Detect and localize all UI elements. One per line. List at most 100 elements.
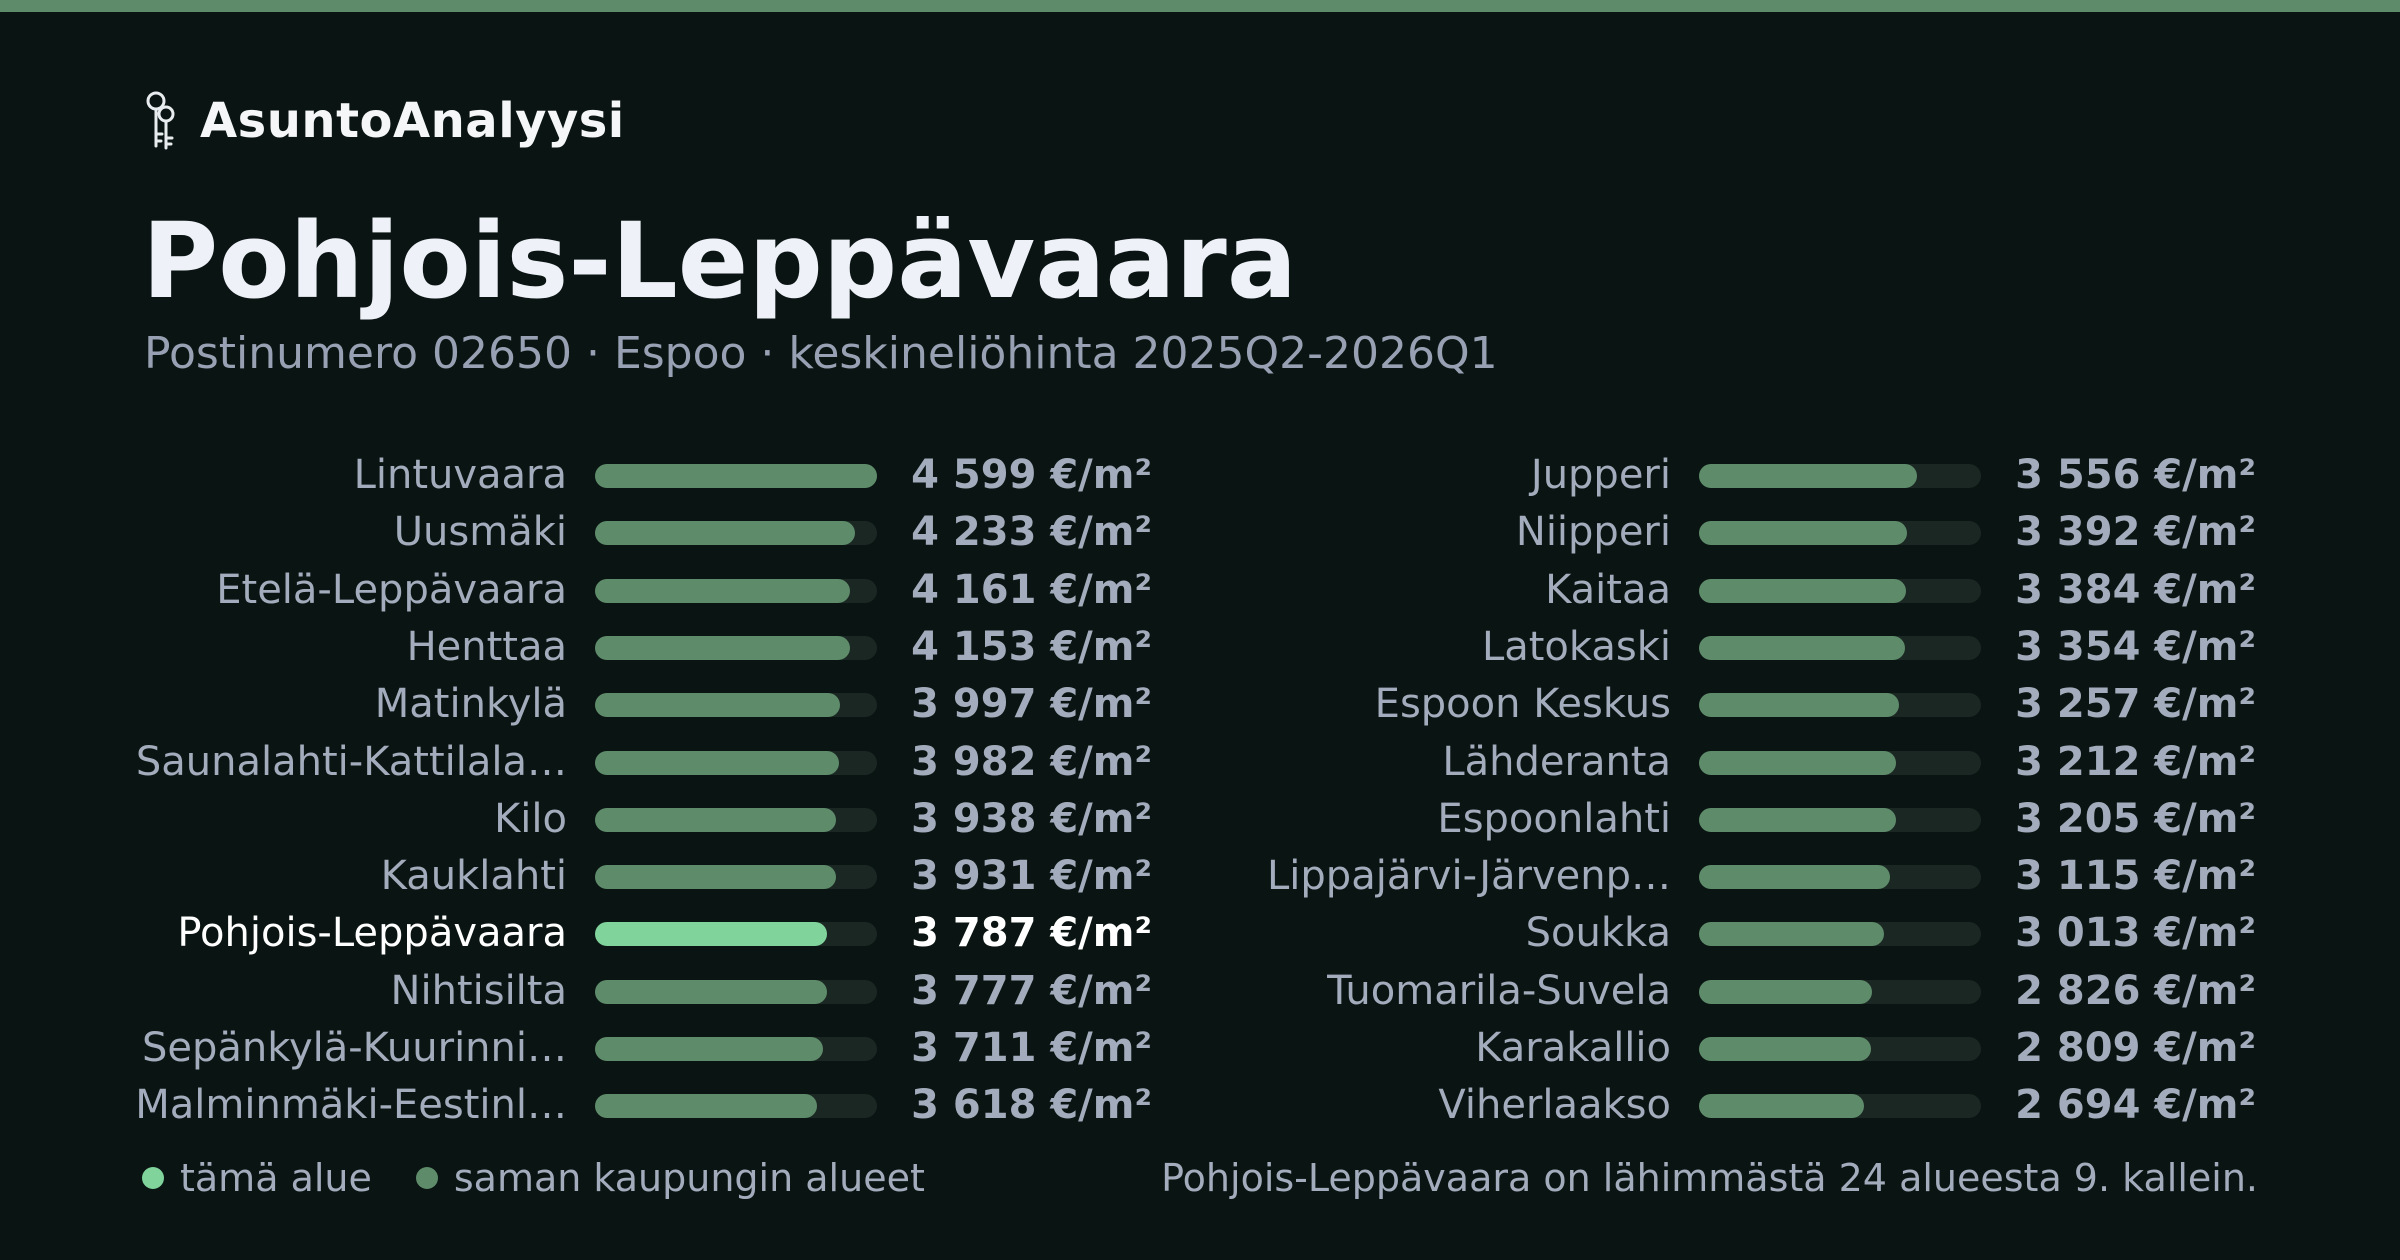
- bar-value-label: 3 556 €/m²: [2015, 452, 2256, 498]
- chart-legend: tämä alue saman kaupungin alueet: [142, 1150, 969, 1206]
- legend-item-same-city: saman kaupungin alueet: [415, 1156, 925, 1200]
- bar-track: [595, 865, 877, 890]
- bar-value-label: 3 205 €/m²: [2015, 795, 2256, 842]
- bar-track: [595, 578, 877, 603]
- bar-track: [1699, 1094, 1981, 1119]
- bar-track: [1699, 1037, 1981, 1061]
- bar-track: [1699, 578, 1981, 603]
- bar-category-label: Lippajärvi-Järvenp…: [1267, 853, 1671, 900]
- bar-category-label: Niipperi: [1515, 509, 1671, 556]
- bar-value-label: 3 777 €/m²: [911, 967, 1152, 1014]
- bar: [595, 865, 837, 890]
- bar-category-label: Kauklahti: [380, 853, 567, 900]
- bar-value-label: 3 931 €/m²: [911, 853, 1152, 900]
- bar-category-label: Nihtisilta: [390, 967, 567, 1014]
- bar-track: [1699, 750, 1981, 775]
- page-subtitle: Postinumero 02650 · Espoo · keskineliöhi…: [144, 328, 1498, 379]
- bar-value-label: 3 384 €/m²: [2015, 566, 2256, 613]
- bar: [595, 807, 837, 832]
- bar-category-label: Uusmäki: [393, 509, 567, 556]
- bar-value-label: 3 257 €/m²: [2015, 681, 2256, 728]
- bar-track: [1699, 693, 1981, 718]
- bar-track: [595, 1094, 877, 1119]
- bar: [1699, 635, 1905, 660]
- bar-value-label: 4 161 €/m²: [911, 566, 1152, 613]
- bar-value-label: 4 599 €/m²: [911, 452, 1152, 498]
- bar-track: [1699, 807, 1981, 832]
- bar-track: [595, 807, 877, 832]
- bar-value-label: 3 115 €/m²: [2015, 853, 2256, 900]
- bar-track: [1699, 865, 1981, 890]
- bar-category-label: Espoon Keskus: [1374, 681, 1671, 728]
- bar: [1699, 807, 1896, 832]
- bar-track: [595, 1037, 877, 1061]
- bar-category-label: Henttaa: [406, 623, 567, 670]
- bar-category-label: Tuomarila-Suvela: [1327, 967, 1671, 1014]
- bar: [1699, 521, 1907, 546]
- bar-category-label: Viherlaakso: [1438, 1082, 1671, 1129]
- bar: [595, 1037, 823, 1061]
- bar-track: [1699, 635, 1981, 660]
- brand: AsuntoAnalyysi: [142, 88, 625, 154]
- bar-track: [1699, 464, 1981, 488]
- bar: [595, 464, 877, 488]
- legend-label-this-area: tämä alue: [180, 1156, 372, 1200]
- top-accent-bar: [0, 0, 2400, 12]
- bar: [1699, 750, 1896, 775]
- bar-value-label: 3 212 €/m²: [2015, 738, 2256, 785]
- keys-icon: [146, 91, 175, 150]
- bar-category-label: Lintuvaara: [353, 452, 567, 498]
- bar-value-label: 2 809 €/m²: [2015, 1025, 2256, 1071]
- legend-label-same-city: saman kaupungin alueet: [453, 1156, 925, 1200]
- bar-category-label: Soukka: [1525, 910, 1671, 957]
- bar-value-label: 3 997 €/m²: [911, 681, 1152, 728]
- bar-track: [595, 979, 877, 1004]
- bar: [595, 1094, 817, 1119]
- bar-value-label: 2 694 €/m²: [2015, 1082, 2256, 1129]
- bar-category-label: Latokaski: [1481, 623, 1671, 670]
- bar-value-label: 3 392 €/m²: [2015, 509, 2256, 556]
- bar: [595, 922, 828, 947]
- bar-category-label: Kaitaa: [1545, 566, 1671, 613]
- bar-value-label: 3 618 €/m²: [911, 1082, 1152, 1129]
- bar-value-label: 4 233 €/m²: [911, 509, 1152, 556]
- bar: [1699, 693, 1899, 718]
- bar: [1699, 979, 1873, 1004]
- bar-category-label: Kilo: [494, 795, 567, 842]
- bar: [595, 521, 855, 546]
- bar-value-label: 3 711 €/m²: [911, 1025, 1152, 1071]
- bar-value-label: 4 153 €/m²: [911, 623, 1152, 670]
- bar-category-label: Espoonlahti: [1437, 795, 1671, 842]
- bar-value-label: 3 787 €/m²: [911, 910, 1152, 957]
- legend-dot-this-area: [142, 1167, 164, 1189]
- bar-track: [595, 922, 877, 947]
- bar-value-label: 3 938 €/m²: [911, 795, 1152, 842]
- bar: [595, 635, 850, 660]
- bar: [595, 979, 827, 1004]
- ranking-footnote: Pohjois-Leppävaara on lähimmästä 24 alue…: [1161, 1156, 2258, 1200]
- bar-value-label: 2 826 €/m²: [2015, 967, 2256, 1014]
- bar: [595, 693, 841, 718]
- bar-value-label: 3 013 €/m²: [2015, 910, 2256, 957]
- page-title: Pohjois-Leppävaara: [142, 200, 1298, 322]
- bar: [1699, 1037, 1872, 1061]
- bar-category-label: Matinkylä: [374, 681, 567, 728]
- bar: [595, 750, 840, 775]
- bar-track: [595, 750, 877, 775]
- bar: [1699, 1094, 1865, 1119]
- bar: [1699, 464, 1918, 488]
- bar: [1699, 578, 1907, 603]
- bar-track: [595, 521, 877, 546]
- bar-track: [595, 693, 877, 718]
- bar-category-label: Malminmäki-Eestinl…: [135, 1082, 567, 1129]
- bar-track: [1699, 521, 1981, 546]
- bar: [1699, 922, 1884, 947]
- bar-category-label: Lähderanta: [1442, 738, 1671, 785]
- bar-category-label: Saunalahti-Kattilala…: [135, 738, 567, 785]
- legend-dot-same-city: [415, 1167, 438, 1189]
- bar-category-label: Sepänkylä-Kuurinni…: [141, 1025, 567, 1071]
- bar-track: [1699, 979, 1981, 1004]
- bar-category-label: Etelä-Leppävaara: [216, 566, 567, 613]
- bar-category-label: Karakallio: [1475, 1025, 1671, 1071]
- bar-category-label: Jupperi: [1530, 452, 1671, 498]
